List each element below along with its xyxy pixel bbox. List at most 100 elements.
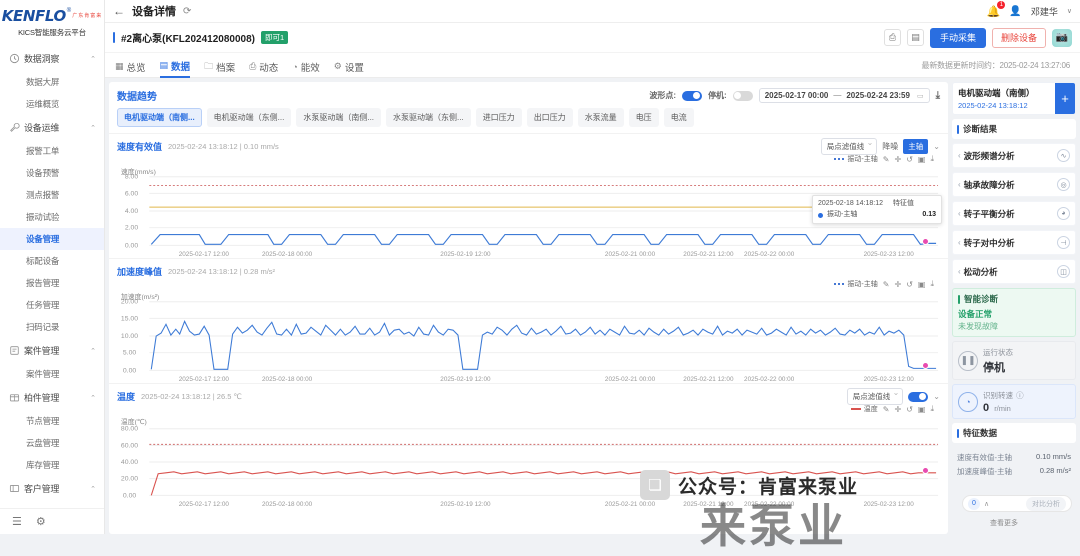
settings-icon[interactable]: ✛ [894,404,902,414]
chevron-down-icon[interactable]: ⌄ [933,142,940,151]
gear-icon: ⚙ [333,61,342,71]
sidebar-item-device-warning[interactable]: 设备预警 [26,168,60,178]
sidebar-item-data-screen[interactable]: 数据大屏 [26,77,60,87]
tab-overview[interactable]: ▦ 总览 [115,53,146,78]
sidebar-item-scan-records[interactable]: 扫码记录 [26,322,60,332]
chip-motor-drive-east[interactable]: 电机驱动端（东侧... [206,108,292,127]
chip-pump-drive-south[interactable]: 水泵驱动端（南侧... [296,108,382,127]
save-icon[interactable]: ▣ [917,154,926,164]
save-icon[interactable]: ▣ [917,279,926,289]
add-measurement-button[interactable]: + [1055,83,1075,114]
refresh-icon[interactable]: ⟳ [183,5,192,17]
delete-device-button[interactable]: 删除设备 [991,27,1046,48]
share-icon[interactable]: ⎙ [883,29,901,46]
sidebar-group-parts-management[interactable]: 柏件管理 ⌃ [0,385,104,410]
chart-controls: 局点滤值线 降噪 主轴 ⌄ [820,138,940,155]
download-icon[interactable]: ⤓ [930,404,934,414]
refresh-icon[interactable]: ↺ [906,279,913,289]
compare-analysis-button[interactable]: 对比分析 [1026,496,1066,511]
chevron-up-icon[interactable]: ∧ [984,500,990,508]
sidebar-item-alarm-worksheet[interactable]: 报警工单 [26,146,60,156]
diagnosis-item-waveform-spectrum[interactable]: ‹ 波形频谱分析 ∿ [952,143,1076,168]
waveform-toggle[interactable] [682,90,703,101]
notification-bell[interactable]: 🔔 1 [987,0,1006,18]
download-icon[interactable]: ⤓ [930,154,934,163]
rail-device-card[interactable]: 电机驱动端（南侧） 2025-02-24 13:18:12 + [952,82,1076,115]
sidebar-item-standard-device[interactable]: 标配设备 [26,256,60,266]
view-more-caption[interactable]: 查看更多 [990,520,1018,527]
sidebar-item-device-management[interactable]: 设备管理 [0,228,104,250]
chip-inlet-pressure[interactable]: 进口压力 [475,108,522,127]
sidebar-group-customer-management[interactable]: 客户管理 ⌃ [0,476,104,501]
chip-motor-drive-south[interactable]: 电机驱动端（南侧... [117,108,202,127]
refresh-icon[interactable]: ↺ [906,404,913,414]
diagnosis-item-bearing-fault[interactable]: ‹ 轴承故障分析 ◎ [952,172,1076,197]
svg-text:5.00: 5.00 [123,350,137,357]
last-update-note: 最新数据更新时间约：2025-02-24 13:27:06 [921,60,1071,70]
refresh-icon[interactable]: ↺ [906,154,913,164]
gear-icon[interactable]: ⚙ [35,516,46,528]
diagnosis-item-rotor-alignment[interactable]: ‹ 转子对中分析 ⊣ [952,230,1076,255]
info-icon[interactable]: ⓘ [1016,391,1024,400]
chart-tooltip: 2025-02-18 14:18:12 特征值 振动-主轴 0.13 [812,195,942,224]
settings-icon[interactable]: ✛ [894,154,902,164]
save-icon[interactable]: ▣ [917,404,926,414]
axis-tag[interactable]: 主轴 [903,139,929,154]
denoise-toggle[interactable] [908,391,929,402]
tab-activity[interactable]: ⎙ 动态 [249,53,278,78]
chart-plot-acceleration[interactable]: 加速度(m/s²) 20.00 15.00 10.00 5.00 0.00 [117,290,940,383]
download-icon[interactable]: ⤓ [930,279,934,289]
settings-icon[interactable]: ✛ [894,279,902,289]
run-state-value: 停机 [983,362,1005,374]
edit-icon[interactable]: ✎ [882,154,890,164]
chip-voltage[interactable]: 电压 [628,108,659,127]
series-vibration-main [150,233,937,245]
legend-item: 温度 [850,404,878,414]
download-icon[interactable]: ⤓ [935,90,940,101]
chip-pump-flow[interactable]: 水泵流量 [577,108,624,127]
sidebar-group-device-ops[interactable]: 设备运维 ⌃ [0,115,104,140]
back-icon[interactable]: ← [113,4,125,18]
sidebar-group-data-insight[interactable]: 数据洞察 ⌃ [0,46,104,71]
sidebar-item-case-management[interactable]: 案件管理 [26,369,60,379]
compare-pill[interactable]: 0 ∧ 对比分析 [962,495,1072,512]
tab-efficiency[interactable]: ◔ 能效 [292,53,319,78]
diagnosis-item-looseness[interactable]: ‹ 松动分析 ◫ [952,259,1076,284]
date-range-picker[interactable]: 2025-02-17 00:00 — 2025-02-24 23:59 ▭ [758,88,930,103]
tab-settings[interactable]: ⚙ 设置 [334,53,364,78]
sidebar-item-task-management[interactable]: 任务管理 [26,300,60,310]
sidebar-item-cloud-management[interactable]: 云盘管理 [26,438,60,448]
filter-line-select[interactable]: 局点滤值线 [820,138,878,155]
diagnosis-item-rotor-balance[interactable]: ‹ 转子平衡分析 ◕ [952,201,1076,226]
edit-icon[interactable]: ✎ [882,404,890,414]
sidebar-item-point-alarm[interactable]: 测点报警 [26,190,60,200]
menu-icon[interactable]: ☰ [12,516,22,528]
chart-plot-velocity[interactable]: 速度(mm/s) 8.00 6.00 4.00 2.00 0.00 [117,165,942,258]
chip-outlet-pressure[interactable]: 出口压力 [526,108,573,127]
sidebar-item-report-management[interactable]: 报告管理 [26,278,60,288]
chip-current[interactable]: 电流 [663,108,694,127]
sidebar-item-ops-overview[interactable]: 运维概览 [26,99,60,109]
y-axis-label: 速度(mm/s) [121,167,156,176]
tab-data[interactable]: ▤ 数据 [159,53,191,78]
tab-archive[interactable]: 🗀 档案 [204,53,235,78]
manual-collect-button[interactable]: 手动采集 [929,27,986,48]
speed-card: ◔ 识别转速 ⓘ 0 r/min [952,384,1076,419]
charts-scroll-area[interactable]: 速度有效值 2025-02-24 13:18:12 | 0.10 mm/s 局点… [109,133,948,534]
camera-icon[interactable]: 📷 [1052,28,1072,47]
sidebar-item-vibration-test[interactable]: 振动试验 [26,212,60,222]
list-view-icon[interactable]: ▤ [906,29,924,46]
sidebar-item-node-management[interactable]: 节点管理 [26,416,60,426]
chip-pump-drive-east[interactable]: 水泵驱动端（东侧... [386,108,471,127]
sidebar-group-case-management[interactable]: 案件管理 ⌃ [0,338,104,363]
rail-device-time: 2025-02-24 13:18:12 [958,101,1028,110]
shutdown-toggle[interactable] [732,90,753,101]
chevron-down-icon[interactable]: ⌄ [933,392,940,402]
svg-text:0.00: 0.00 [125,242,139,249]
sidebar-item-inventory-management[interactable]: 库存管理 [26,460,60,470]
chart-plot-temperature[interactable]: 温度(℃) 80.00 60.00 40.00 20.00 0.00 [117,415,940,508]
filter-line-select[interactable]: 局点滤值线 [846,388,904,406]
chevron-down-icon[interactable]: ∨ [1066,8,1072,15]
edit-icon[interactable]: ✎ [882,279,890,289]
user-name[interactable]: 邓建华 [1030,6,1058,17]
